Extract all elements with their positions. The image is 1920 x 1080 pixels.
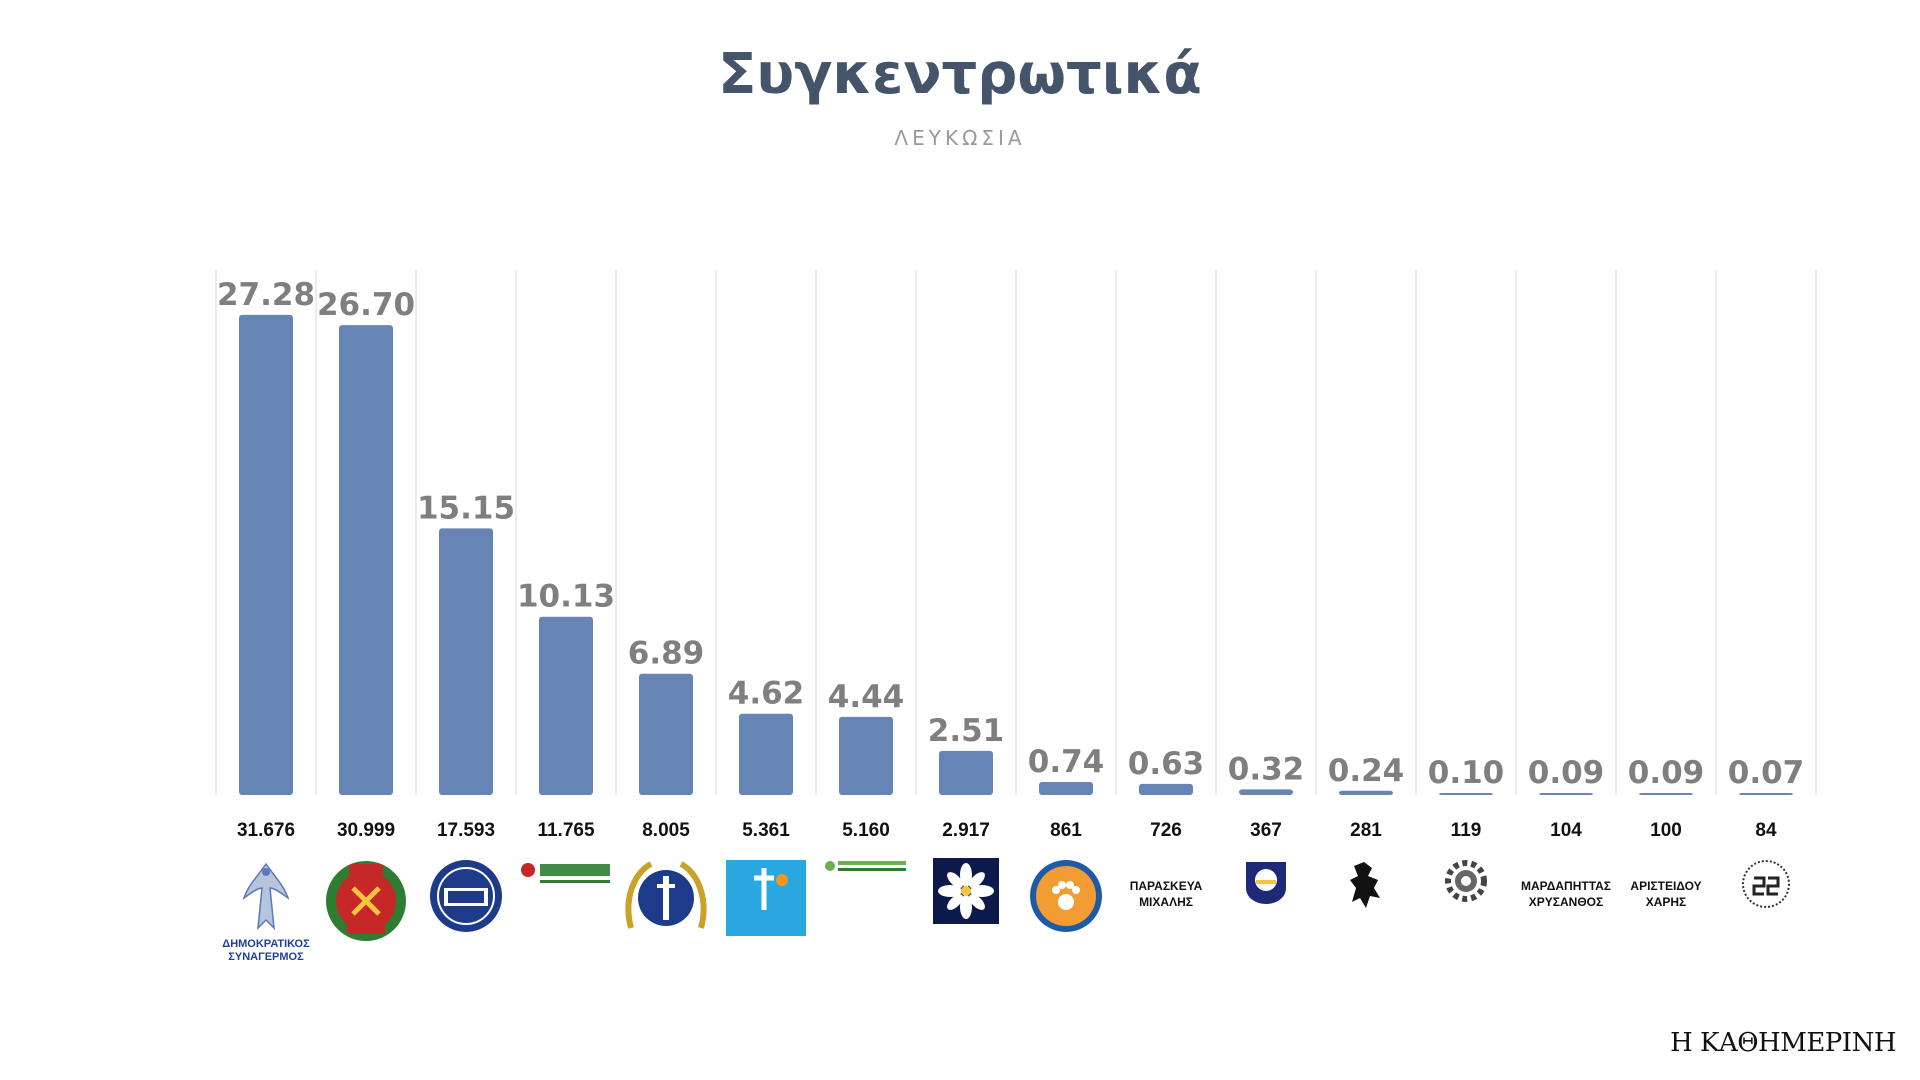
vote-count: 8.005 bbox=[642, 820, 690, 841]
candidate-name: ΠΑΡΑΣΚΕΥΑ ΜΙΧΑΛΗΣ bbox=[1116, 858, 1216, 968]
candidate-name-text: ΑΡΙΣΤΕΙΔΟΥ ΧΑΡΗΣ bbox=[1630, 879, 1702, 909]
bar bbox=[1739, 793, 1793, 795]
bar-value-label: 0.09 bbox=[1628, 755, 1705, 791]
bar-value-label: 6.89 bbox=[628, 636, 705, 672]
gear-logo bbox=[1416, 858, 1516, 968]
candidate-name: ΑΡΙΣΤΕΙΔΟΥ ΧΑΡΗΣ bbox=[1616, 858, 1716, 968]
bar bbox=[639, 673, 693, 795]
vote-count: 281 bbox=[1350, 820, 1382, 841]
vote-count: 5.361 bbox=[742, 820, 790, 841]
bar bbox=[1239, 789, 1293, 795]
bar bbox=[839, 716, 893, 795]
dipa-logo bbox=[716, 858, 816, 968]
bar bbox=[539, 616, 593, 795]
bar bbox=[939, 750, 993, 795]
bar bbox=[1039, 781, 1093, 795]
bar-value-label: 10.13 bbox=[517, 579, 615, 615]
page-title: Συγκεντρωτικά bbox=[718, 42, 1202, 107]
vote-count: 100 bbox=[1650, 820, 1682, 841]
vote-count: 17.593 bbox=[436, 820, 496, 841]
bar-value-label: 4.44 bbox=[828, 679, 905, 715]
vote-count: 11.765 bbox=[537, 820, 595, 841]
vote-count: 31.676 bbox=[236, 820, 296, 841]
bar-chart: 27.28 26.70 15.15 10.13 6.89 4.62 4.44 2.51 0.74… bbox=[215, 270, 1817, 795]
lion-logo bbox=[1316, 858, 1416, 968]
kathimerini-logo: Η ΚΑΘΗΜΕΡΙΝΗ bbox=[1670, 1028, 1896, 1058]
animal-party-logo bbox=[1016, 858, 1116, 968]
crest-logo bbox=[1216, 858, 1316, 968]
bar-value-label: 27.28 bbox=[217, 277, 315, 313]
vote-count: 30.999 bbox=[336, 820, 396, 841]
bar bbox=[1439, 793, 1493, 795]
bar bbox=[1339, 790, 1393, 795]
vote-count: 5.160 bbox=[842, 820, 890, 841]
bar-value-label: 0.07 bbox=[1728, 755, 1805, 791]
party-name: ΔΗΜΟΚΡΑΤΙΚΟΣ ΣΥΝΑΓΕΡΜΟΣ bbox=[222, 938, 310, 963]
page-subtitle: ΛΕΥΚΩΣΙΑ bbox=[894, 126, 1026, 150]
bar-value-label: 26.70 bbox=[317, 287, 415, 323]
edek-logo bbox=[516, 858, 616, 968]
bar-value-label: 4.62 bbox=[728, 676, 805, 712]
bar-value-label: 0.10 bbox=[1428, 755, 1505, 791]
bar-value-label: 0.24 bbox=[1328, 753, 1405, 789]
vote-count: 726 bbox=[1150, 820, 1182, 841]
candidate-name-text: ΜΑΡΔΑΠΗΤΤΑΣ ΧΡΥΣΑΝΘΟΣ bbox=[1520, 879, 1612, 909]
diko-logo bbox=[416, 858, 516, 968]
bar-value-label: 0.09 bbox=[1528, 755, 1605, 791]
disy-logo: ΔΗΜΟΚΡΑΤΙΚΟΣ ΣΥΝΑΓΕΡΜΟΣ bbox=[216, 858, 316, 968]
greens-logo bbox=[816, 858, 916, 968]
flower-logo bbox=[916, 858, 1016, 968]
bar bbox=[1639, 793, 1693, 795]
bar-value-label: 15.15 bbox=[417, 490, 515, 526]
bar-value-label: 0.32 bbox=[1228, 751, 1305, 787]
bar bbox=[239, 314, 293, 795]
candidate-name-text: ΠΑΡΑΣΚΕΥΑ ΜΙΧΑΛΗΣ bbox=[1129, 879, 1203, 909]
bar bbox=[1139, 783, 1193, 795]
bar bbox=[739, 713, 793, 795]
akel-logo bbox=[316, 858, 416, 968]
bar bbox=[439, 528, 493, 795]
elam-logo bbox=[616, 858, 716, 968]
vote-count: 367 bbox=[1250, 820, 1282, 841]
vote-count: 104 bbox=[1550, 820, 1582, 841]
vote-count: 861 bbox=[1050, 820, 1082, 841]
vote-count: 84 bbox=[1755, 820, 1777, 841]
bar-value-label: 0.63 bbox=[1128, 746, 1205, 782]
bar bbox=[1539, 793, 1593, 795]
round-seal-logo bbox=[1716, 858, 1816, 968]
vote-count: 2.917 bbox=[942, 820, 990, 841]
vote-count: 119 bbox=[1450, 820, 1482, 841]
candidate-name: ΜΑΡΔΑΠΗΤΤΑΣ ΧΡΥΣΑΝΘΟΣ bbox=[1516, 858, 1616, 968]
bar-value-label: 0.74 bbox=[1028, 744, 1105, 780]
bar bbox=[339, 325, 393, 795]
bar-value-label: 2.51 bbox=[928, 713, 1005, 749]
